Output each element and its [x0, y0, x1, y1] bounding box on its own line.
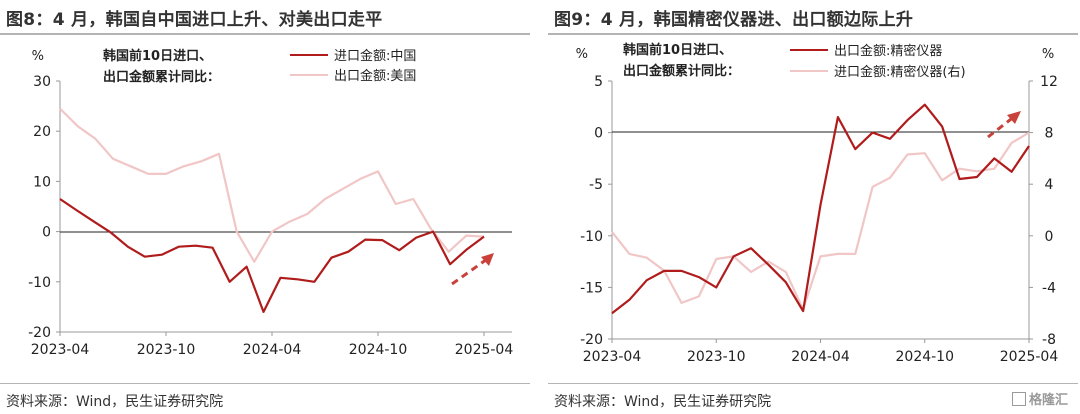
trend-arrow-shaft: [451, 255, 491, 286]
footer-divider: [548, 383, 1078, 384]
chart-panel-left: 图8：4 月，韩国自中国进口上升、对美出口走平 % 韩国前10日进口、 出口金额…: [0, 0, 530, 414]
chart-note-line-2: 出口金额累计同比：: [103, 69, 220, 85]
chart-note-line-1: 韩国前10日进口、: [623, 42, 732, 58]
x-tick-label: 2024-10: [896, 349, 955, 365]
y-right-tick-label: -8: [1042, 332, 1056, 348]
y-tick-label: 0: [594, 126, 603, 142]
y-axis-unit-label: %: [32, 49, 44, 64]
chart-plot-left: % 韩国前10日进口、 出口金额累计同比： 进口金额:中国 出口金额:美国 30…: [28, 48, 514, 358]
y-axis-right-unit-label: %: [1042, 47, 1054, 62]
footer-divider: [0, 383, 530, 384]
y-tick-label: 5: [594, 74, 603, 90]
chart-title: 图9：4 月，韩国精密仪器进、出口额边际上升: [554, 10, 914, 30]
series-line-1: [59, 107, 485, 263]
watermark-icon: [1012, 392, 1026, 406]
watermark-logo: 格隆汇: [1012, 389, 1068, 408]
y-right-tick-label: 8: [1045, 126, 1054, 142]
y-right-tick-label: 12: [1040, 74, 1058, 90]
x-tick-label: 2023-10: [137, 342, 196, 358]
y-tick-label: -5: [589, 177, 603, 193]
source-note: 资料来源：Wind，民生证券研究院: [554, 394, 772, 410]
legend-label-us-export: 出口金额:美国: [334, 68, 416, 84]
chart-title: 图8：4 月，韩国自中国进口上升、对美出口走平: [6, 10, 383, 30]
y-tick-label: -10: [580, 229, 603, 245]
x-tick-label: 2024-04: [243, 342, 302, 358]
title-divider: [0, 33, 530, 35]
y-tick-label: 10: [33, 174, 51, 190]
y-tick-label: 0: [42, 225, 51, 241]
y-tick-label: -10: [28, 275, 51, 291]
legend-label-china-import: 进口金额:中国: [334, 48, 416, 64]
y-tick-label: -20: [28, 325, 51, 341]
y-right-tick-label: 0: [1045, 229, 1054, 245]
title-divider: [548, 33, 1078, 35]
trend-arrow-head: [1007, 111, 1021, 124]
x-tick-label: 2025-04: [1000, 349, 1059, 365]
series-line-0: [611, 103, 1030, 315]
chart-plot-right: % % 韩国前10日进口、 出口金额累计同比： 出口金额:精密仪器 进口金额:精…: [576, 42, 1059, 365]
x-tick-label: 2023-04: [583, 349, 642, 365]
legend-label-precision-import: 进口金额:精密仪器(右): [834, 64, 966, 80]
y-axis-unit-label: %: [576, 47, 588, 62]
trend-arrow-head: [481, 253, 494, 266]
chart-note-line-1: 韩国前10日进口、: [103, 48, 212, 64]
source-note: 资料来源：Wind，民生证券研究院: [6, 394, 224, 410]
y-tick-label: -20: [580, 332, 603, 348]
watermark-text: 格隆汇: [1029, 393, 1069, 408]
legend-label-precision-export: 出口金额:精密仪器: [834, 43, 942, 59]
y-tick-label: 30: [33, 74, 51, 90]
series-line-1: [611, 131, 1030, 311]
trend-arrow-shaft: [987, 114, 1016, 139]
x-tick-label: 2024-04: [791, 349, 850, 365]
y-tick-label: 20: [33, 124, 51, 140]
x-tick-label: 2025-04: [455, 342, 514, 358]
y-tick-label: -15: [580, 280, 603, 296]
chart-panel-right: 图9：4 月，韩国精密仪器进、出口额边际上升 % % 韩国前10日进口、 出口金…: [548, 0, 1078, 414]
series-line-0: [59, 198, 485, 313]
y-right-tick-label: 4: [1045, 177, 1054, 193]
y-right-tick-label: -4: [1042, 280, 1056, 296]
x-tick-label: 2023-04: [31, 342, 90, 358]
x-tick-label: 2024-10: [349, 342, 408, 358]
x-tick-label: 2023-10: [687, 349, 746, 365]
chart-note-line-2: 出口金额累计同比：: [623, 63, 740, 79]
